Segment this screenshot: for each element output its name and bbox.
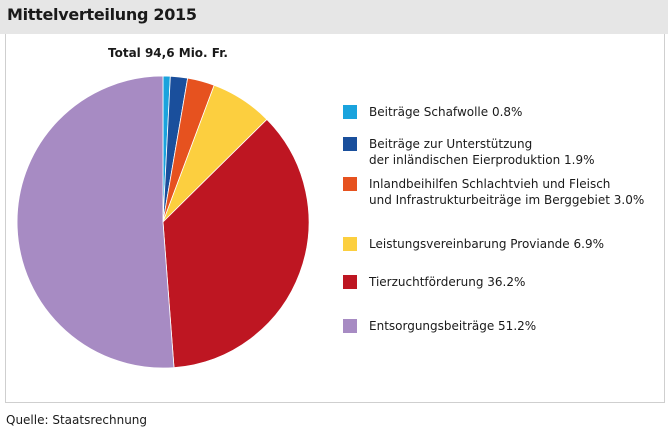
pie-slice-4 [162, 118, 310, 369]
chart-title: Mittelverteilung 2015 [7, 5, 197, 24]
legend-swatch [343, 319, 357, 333]
legend-label: Entsorgungsbeiträge 51.2% [369, 319, 537, 333]
legend-label: Beiträge zur Unterstützung der inländisch… [369, 137, 595, 167]
legend-item-0: Beiträge Schafwolle 0.8% [343, 104, 522, 120]
legend-item-5: Entsorgungsbeiträge 51.2% [343, 318, 536, 334]
legend-label: Inlandbeihilfen Schlachtvieh und Fleisch… [369, 177, 645, 207]
legend-label: Beiträge Schafwolle 0.8% [369, 105, 523, 119]
legend-swatch [343, 275, 357, 289]
legend-swatch [343, 237, 357, 251]
legend-swatch [343, 177, 357, 191]
legend-item-4: Tierzuchtförderung 36.2% [343, 274, 525, 290]
legend-item-2: Inlandbeihilfen Schlachtvieh und Fleisch… [343, 176, 644, 208]
total-label: Total 94,6 Mio. Fr. [108, 46, 228, 60]
legend-label: Leistungsvereinbarung Proviande 6.9% [369, 237, 604, 251]
legend-swatch [343, 137, 357, 151]
source-note: Quelle: Staatsrechnung [6, 413, 148, 427]
legend-item-1: Beiträge zur Unterstützung der inländisch… [343, 136, 595, 168]
pie-slice-5 [16, 75, 175, 369]
legend-item-3: Leistungsvereinbarung Proviande 6.9% [343, 236, 604, 252]
title-bar: Mittelverteilung 2015 [0, 0, 668, 34]
legend-swatch [343, 105, 357, 119]
legend-label: Tierzuchtförderung 36.2% [369, 275, 526, 289]
